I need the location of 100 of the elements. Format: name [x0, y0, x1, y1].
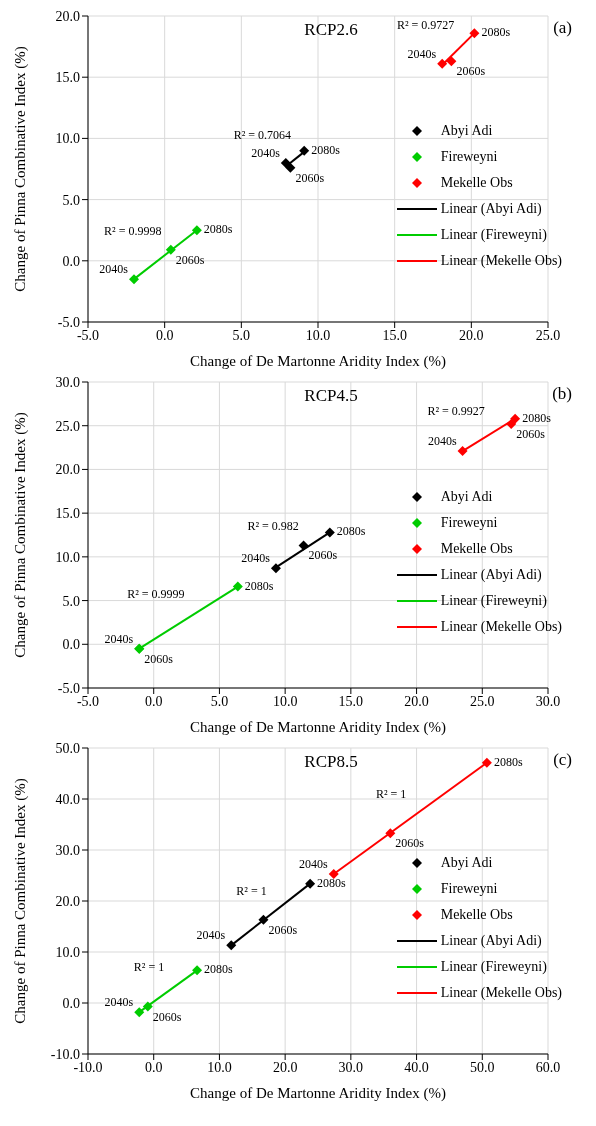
annotation: R² = 0.7064: [233, 128, 291, 143]
annotation: 2080s: [317, 875, 347, 890]
y-tick-label: 0.0: [62, 253, 80, 269]
legend-label: Abyi Adi: [440, 855, 493, 871]
y-tick-label: 10.0: [55, 944, 80, 960]
y-tick-label: 15.0: [55, 70, 80, 86]
chart-title: RCP8.5: [304, 752, 358, 771]
y-tick-label: 0.0: [62, 637, 80, 653]
x-tick-label: 60.0: [535, 1059, 561, 1075]
annotation: 2060s: [144, 651, 174, 666]
x-tick-label: 25.0: [535, 327, 561, 343]
x-axis-title: Change of De Martonne Aridity Index (%): [190, 719, 446, 736]
text: (a): [553, 18, 572, 38]
annotation: R² = 0.9727: [396, 18, 455, 33]
annotation: 2060s: [295, 170, 325, 185]
annotation: 2080s: [336, 524, 366, 539]
legend-label: Linear (Fireweyni): [440, 227, 547, 243]
legend-label: Linear (Mekelle Obs): [440, 619, 562, 635]
y-tick-label: 10.0: [55, 549, 80, 565]
legend-label: Linear (Abyi Adi): [440, 567, 542, 583]
annotation: 2040s: [104, 631, 134, 646]
annotation: 2060s: [395, 836, 425, 851]
legend-label: Fireweyni: [440, 881, 498, 897]
y-tick-label: 30.0: [55, 842, 80, 858]
legend-label: Abyi Adi: [440, 123, 493, 139]
x-tick-label: 0.0: [144, 1059, 163, 1075]
y-tick-label: -5.0: [57, 680, 80, 696]
legend-label: Fireweyni: [440, 515, 498, 531]
y-tick-label: 50.0: [55, 740, 80, 756]
point: [469, 28, 480, 39]
legend-label: Linear (Abyi Adi): [440, 201, 542, 217]
y-tick-label: 25.0: [55, 418, 80, 434]
annotation: 2060s: [456, 64, 486, 79]
legend-label: Linear (Fireweyni): [440, 593, 547, 609]
annotation: 2040s: [299, 856, 329, 871]
x-tick-label: 20.0: [404, 693, 429, 709]
y-tick-label: 10.0: [55, 131, 80, 147]
x-tick-label: 10.0: [305, 327, 331, 343]
annotation: R² = 0.9998: [104, 223, 162, 238]
annotation: 2040s: [251, 145, 281, 160]
y-tick-label: 0.0: [62, 995, 80, 1011]
annotation: 2060s: [516, 426, 546, 441]
x-tick-label: 5.0: [232, 327, 251, 343]
annotation: 2060s: [175, 252, 205, 267]
y-tick-label: 15.0: [55, 506, 80, 522]
legend-label: Linear (Mekelle Obs): [440, 253, 562, 269]
annotation: 2040s: [196, 928, 226, 943]
y-axis-title: Change of Pinna Combinative Index (%): [12, 412, 30, 658]
x-tick-label: 20.0: [272, 1059, 298, 1075]
x-axis-title: Change of De Martonne Aridity Index (%): [190, 353, 446, 370]
y-axis-title: Change of Pinna Combinative Index (%): [12, 778, 30, 1024]
x-tick-label: 0.0: [144, 693, 163, 709]
y-tick-label: 20.0: [55, 893, 80, 909]
x-tick-label: -10.0: [73, 1059, 103, 1075]
annotation: 2040s: [104, 995, 134, 1010]
y-tick-label: 20.0: [55, 462, 80, 478]
y-tick-label: 5.0: [62, 593, 80, 609]
legend-label: Abyi Adi: [440, 489, 493, 505]
y-tick-label: 40.0: [55, 791, 80, 807]
annotation: 2040s: [427, 434, 457, 449]
annotation: R² = 1: [236, 883, 267, 898]
y-tick-label: 5.0: [62, 192, 80, 208]
point: [285, 162, 296, 173]
text: (c): [553, 750, 572, 770]
annotation: 2080s: [311, 142, 341, 157]
x-tick-label: 0.0: [155, 327, 174, 343]
annotation: 2080s: [203, 222, 233, 237]
x-tick-label: 30.0: [338, 1059, 364, 1075]
annotation: 2040s: [407, 46, 437, 61]
y-tick-label: -10.0: [50, 1046, 80, 1062]
y-tick-label: 30.0: [55, 374, 80, 390]
point: [446, 56, 457, 67]
x-tick-label: 15.0: [338, 693, 364, 709]
annotation: 2080s: [481, 25, 511, 40]
legend-label: Fireweyni: [440, 149, 498, 165]
x-tick-label: -5.0: [76, 693, 100, 709]
legend-label: Linear (Mekelle Obs): [440, 985, 562, 1001]
x-tick-label: 10.0: [272, 693, 298, 709]
annotation: 2080s: [204, 962, 234, 977]
x-tick-label: 40.0: [404, 1059, 429, 1075]
legend-label: Linear (Abyi Adi): [440, 933, 542, 949]
x-tick-label: 5.0: [210, 693, 229, 709]
legend-label: Linear (Fireweyni): [440, 959, 547, 975]
x-tick-label: -5.0: [76, 327, 100, 343]
legend-label: Mekelle Obs: [440, 541, 513, 557]
text: (b): [552, 384, 572, 404]
y-tick-label: -5.0: [57, 314, 80, 330]
y-axis-title: Change of Pinna Combinative Index (%): [12, 46, 30, 292]
legend-label: Mekelle Obs: [440, 907, 513, 923]
legend-label: Mekelle Obs: [440, 175, 513, 191]
y-tick-label: 20.0: [55, 8, 80, 24]
x-tick-label: 20.0: [459, 327, 484, 343]
x-tick-label: 15.0: [382, 327, 407, 343]
annotation: R² = 0.982: [247, 518, 299, 533]
annotation: 2080s: [522, 410, 552, 425]
annotation: 2060s: [308, 548, 338, 563]
x-tick-label: 30.0: [535, 693, 561, 709]
x-axis-title: Change of De Martonne Aridity Index (%): [190, 1085, 446, 1102]
annotation: 2060s: [152, 1009, 182, 1024]
chart-title: RCP4.5: [304, 386, 358, 405]
